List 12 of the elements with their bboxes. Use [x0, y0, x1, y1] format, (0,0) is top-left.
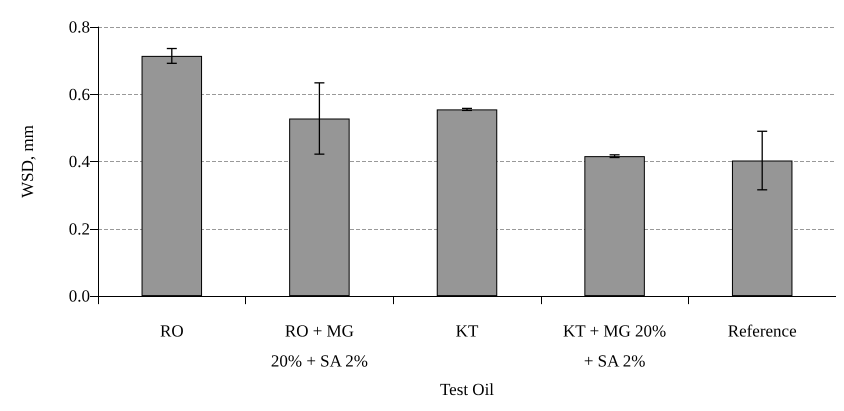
- x-tick-label: KT + MG 20% + SA 2%: [562, 322, 666, 371]
- y-tick-label: 0.6: [68, 84, 90, 104]
- x-tick-label: KT: [456, 322, 479, 341]
- y-tick-label: 0.0: [68, 286, 90, 306]
- y-tick-label: 0.8: [68, 18, 90, 36]
- y-tick-label: 0.2: [68, 219, 90, 238]
- x-axis-title: Test Oil: [440, 380, 494, 399]
- y-axis-title: WSD, mm: [18, 125, 37, 198]
- x-tick-label: RO + MG 20% + SA 2%: [270, 322, 368, 371]
- x-tick-label: RO: [160, 322, 184, 341]
- x-tick-label: Reference: [728, 322, 797, 341]
- y-tick-label: 0.4: [68, 152, 90, 172]
